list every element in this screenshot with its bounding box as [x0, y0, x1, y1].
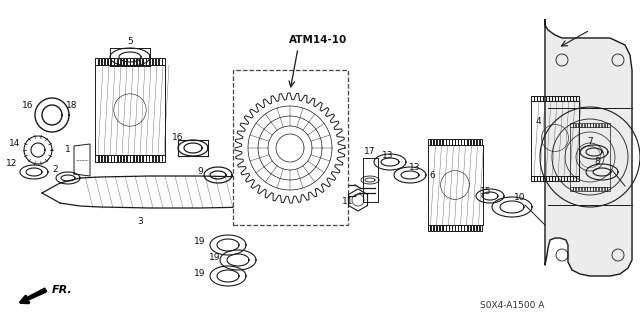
Text: 19: 19 [209, 253, 221, 262]
Text: 12: 12 [6, 159, 18, 167]
Text: S0X4-A1500 A: S0X4-A1500 A [480, 300, 545, 309]
Bar [233, 70, 348, 225]
Text: 3: 3 [137, 218, 143, 226]
Text: 18: 18 [67, 100, 77, 109]
Text: 16: 16 [22, 100, 34, 109]
Text: 17: 17 [364, 147, 376, 157]
Text: 9: 9 [197, 167, 203, 176]
Text: 4: 4 [535, 117, 541, 127]
Text: ATM14-10: ATM14-10 [289, 35, 347, 45]
Text: FR.: FR. [52, 285, 73, 295]
Text: 10: 10 [515, 194, 525, 203]
Text: 11: 11 [342, 197, 354, 206]
Text: 19: 19 [195, 269, 205, 278]
Text: 15: 15 [480, 188, 492, 197]
Polygon shape [22, 288, 45, 300]
Text: 5: 5 [127, 38, 133, 47]
Text: 8: 8 [594, 158, 600, 167]
Text: 16: 16 [172, 133, 184, 143]
Text: 6: 6 [429, 170, 435, 180]
Text: 1: 1 [65, 145, 71, 154]
Text: 2: 2 [52, 166, 58, 174]
Text: 13: 13 [409, 164, 420, 173]
Polygon shape [545, 20, 632, 276]
Text: 14: 14 [10, 138, 20, 147]
Text: 19: 19 [195, 238, 205, 247]
Text: 13: 13 [382, 151, 394, 160]
Text: 7: 7 [587, 137, 593, 146]
